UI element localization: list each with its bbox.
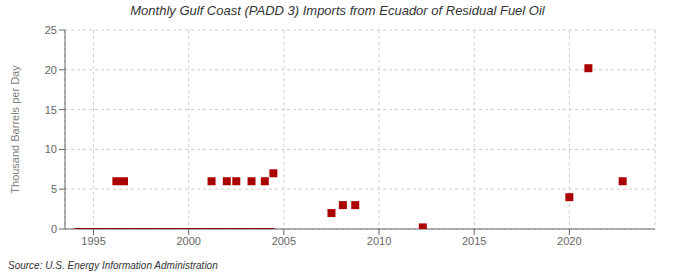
svg-text:Thousand Barrels per Day: Thousand Barrels per Day	[9, 65, 21, 194]
svg-text:5: 5	[51, 183, 57, 195]
html-text:Source: U.S. Energy Informatio: Source: U.S. Energy Information Administ…	[8, 260, 218, 271]
svg-text:2020: 2020	[557, 235, 581, 247]
svg-text:2010: 2010	[367, 235, 391, 247]
svg-text:20: 20	[45, 64, 57, 76]
svg-text:25: 25	[45, 24, 57, 36]
svg-text:2005: 2005	[272, 235, 296, 247]
svg-text:0: 0	[51, 223, 57, 235]
svg-text:1995: 1995	[81, 235, 105, 247]
svg-text:2015: 2015	[462, 235, 486, 247]
svg-text:15: 15	[45, 104, 57, 116]
svg-text:2000: 2000	[176, 235, 200, 247]
html-text:Monthly Gulf Coast (PADD 3) Im: Monthly Gulf Coast (PADD 3) Imports from…	[130, 3, 545, 18]
svg-text:10: 10	[45, 143, 57, 155]
